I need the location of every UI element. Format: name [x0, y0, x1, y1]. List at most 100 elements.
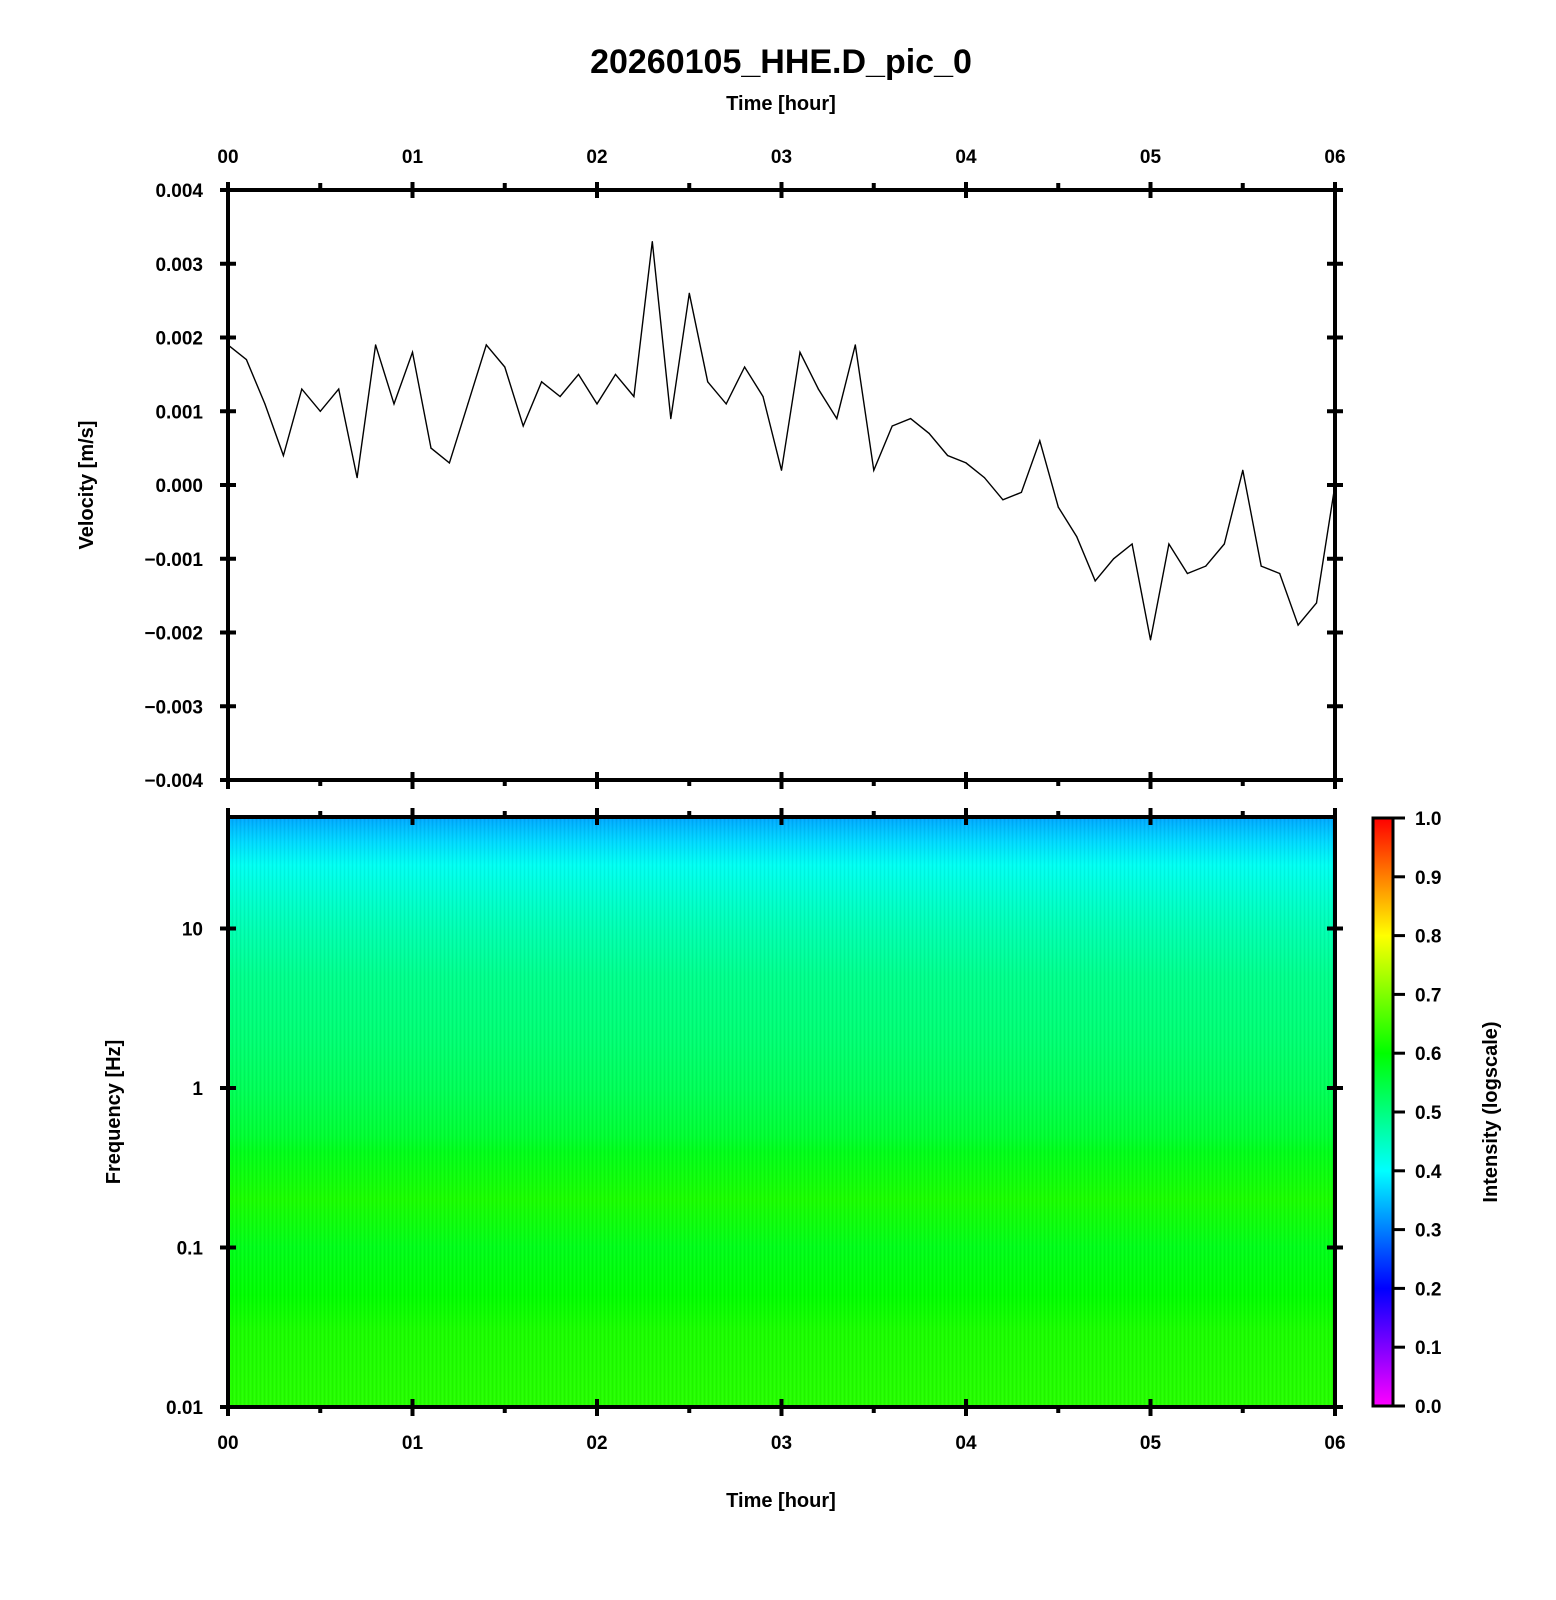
- spectrogram-panel: 00 01 02 03 04 05 06 10 1 0.1 0.01 Frequency [Hz]…: [103, 808, 1346, 1512]
- waveform-point: [799, 351, 801, 353]
- waveform-top-x-tick-label: 02: [586, 147, 607, 168]
- waveform-point: [1186, 572, 1188, 575]
- waveform-point: [1039, 440, 1041, 442]
- waveform-point: [817, 388, 820, 390]
- waveform-point: [245, 359, 248, 361]
- waveform-point: [375, 344, 377, 346]
- spectrogram-x-tick-label: 03: [771, 1433, 792, 1454]
- waveform-point: [1223, 543, 1225, 545]
- colorbar-tick-label: 0.1: [1415, 1338, 1442, 1359]
- waveform-point: [965, 462, 967, 464]
- waveform-point: [1242, 469, 1244, 471]
- colorbar-tick-label: 0.4: [1415, 1162, 1442, 1183]
- waveform-point: [467, 403, 469, 405]
- waveform-point: [614, 373, 617, 375]
- waveform-top-x-tick-label: 01: [402, 147, 424, 168]
- waveform-y-axis-label: Velocity [m/s]: [76, 421, 98, 550]
- waveform-point: [670, 418, 672, 420]
- waveform-point: [596, 403, 598, 405]
- figure-title: 20260105_HHE.D_pic_0: [590, 43, 972, 81]
- waveform-point: [485, 344, 487, 346]
- spectrogram-texture: [228, 817, 1335, 1407]
- spectrogram-x-tick-label: 06: [1324, 1433, 1345, 1454]
- waveform-point: [301, 388, 303, 390]
- waveform-point: [559, 395, 561, 398]
- waveform-point: [1149, 639, 1152, 641]
- waveform-point: [1002, 499, 1004, 501]
- waveform-point: [1279, 572, 1281, 575]
- waveform-point: [1113, 558, 1115, 560]
- waveform-point: [1057, 506, 1059, 508]
- waveform-y-tick-label: 0.002: [155, 329, 203, 350]
- waveform-point: [946, 454, 949, 457]
- spectrogram-y-tick-label: 10: [182, 919, 203, 940]
- colorbar-gradient: [1373, 818, 1393, 1406]
- waveform-line: [227, 241, 1336, 641]
- waveform-point: [264, 403, 266, 405]
- waveform-point: [1297, 624, 1299, 626]
- waveform-plot-area: [228, 190, 1335, 780]
- top-x-axis-label: Time [hour]: [726, 93, 836, 115]
- colorbar: 1.0 0.9 0.8 0.7 0.6 0.5 0.4 0.3 0.2 0.1 0.0 Intens…: [1371, 809, 1502, 1418]
- spectrogram-frame: [226, 815, 1337, 1409]
- colorbar-tick-label: 0.0: [1415, 1397, 1441, 1418]
- waveform-point: [1131, 543, 1133, 545]
- waveform-y-tick-label: −0.003: [144, 697, 203, 718]
- waveform-point: [873, 469, 875, 471]
- waveform-point: [1020, 491, 1022, 493]
- waveform-point: [928, 432, 930, 434]
- waveform-point: [448, 462, 450, 464]
- waveform-point: [633, 395, 635, 398]
- colorbar-ticks: 1.0 0.9 0.8 0.7 0.6 0.5 0.4 0.3 0.2 0.1 0.0: [1393, 809, 1442, 1418]
- waveform-point: [762, 395, 764, 398]
- waveform-point: [504, 366, 506, 368]
- waveform-y-tick-label: 0.003: [155, 255, 203, 276]
- spectrogram-x-tick-label: 05: [1140, 1433, 1162, 1454]
- bottom-x-axis-label: Time [hour]: [726, 1490, 836, 1512]
- waveform-point: [1205, 565, 1207, 567]
- waveform-point: [1094, 580, 1096, 582]
- colorbar-tick-label: 0.9: [1415, 868, 1441, 889]
- waveform-point: [1168, 543, 1170, 545]
- spectrogram-y-tick-label: 1: [192, 1079, 203, 1100]
- waveform-point: [282, 454, 284, 457]
- waveform-point: [411, 351, 414, 353]
- waveform-y-tick-label: −0.002: [144, 624, 203, 645]
- waveform-y-tick-label: 0.001: [155, 402, 203, 423]
- waveform-point: [430, 447, 432, 449]
- waveform-point: [854, 344, 856, 346]
- colorbar-label: Intensity (logscale): [1480, 1021, 1502, 1202]
- waveform-point: [522, 425, 524, 427]
- waveform-panel: 00 01 02 03 04 05 06 0.004 0.003 0.002 0.001 0.000…: [76, 147, 1346, 792]
- waveform-y-tick-label: −0.001: [144, 550, 203, 571]
- spectrogram-x-tick-label: 02: [586, 1433, 607, 1454]
- waveform-point: [744, 366, 746, 368]
- waveform-point: [393, 403, 395, 405]
- waveform-frame: [226, 188, 1337, 782]
- spectrogram-y-tick-label: 0.1: [177, 1238, 204, 1259]
- waveform-point: [707, 381, 709, 383]
- spectrogram-x-tick-label: 04: [955, 1433, 977, 1454]
- spectrogram-x-tick-label: 00: [217, 1433, 238, 1454]
- waveform-top-x-tick-label: 05: [1140, 147, 1162, 168]
- waveform-point: [836, 418, 838, 420]
- colorbar-tick-label: 0.5: [1415, 1103, 1442, 1124]
- colorbar-tick-label: 0.8: [1415, 927, 1441, 948]
- waveform-top-x-tick-label: 04: [955, 147, 977, 168]
- spectrogram-x-tick-label: 01: [402, 1433, 424, 1454]
- waveform-y-tick-label: 0.004: [155, 181, 203, 202]
- colorbar-tick-label: 0.3: [1415, 1221, 1441, 1242]
- waveform-point: [651, 241, 653, 243]
- waveform-point: [356, 477, 358, 479]
- waveform-point: [338, 388, 340, 390]
- waveform-point: [1260, 565, 1262, 567]
- waveform-point: [983, 477, 986, 479]
- colorbar-tick-label: 0.6: [1415, 1044, 1441, 1065]
- waveform-top-x-tick-label: 03: [771, 147, 792, 168]
- waveform-point: [1076, 536, 1078, 538]
- waveform-point: [780, 469, 783, 471]
- waveform-point: [577, 373, 580, 375]
- waveform-point: [725, 403, 727, 405]
- waveform-top-x-tick-label: 00: [217, 147, 238, 168]
